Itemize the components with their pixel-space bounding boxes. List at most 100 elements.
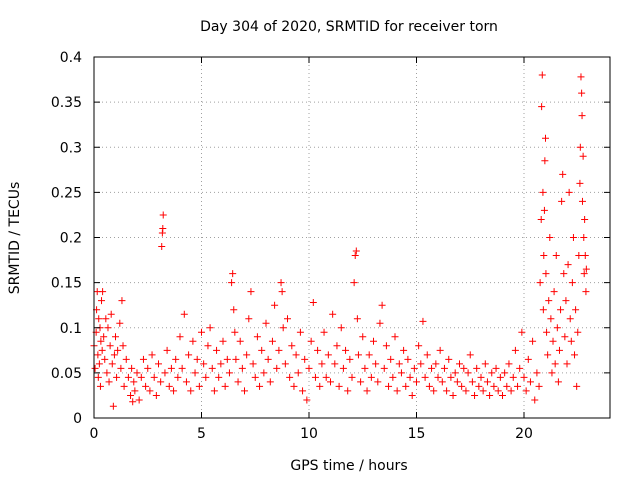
data-point	[278, 288, 286, 296]
data-point	[514, 382, 522, 390]
data-point	[230, 306, 238, 314]
data-point	[159, 224, 167, 232]
data-point	[101, 355, 109, 363]
data-point	[537, 215, 545, 223]
data-point	[288, 342, 296, 350]
data-point	[135, 396, 143, 404]
data-point	[560, 270, 568, 278]
data-point	[531, 396, 539, 404]
data-point	[100, 333, 108, 341]
data-point	[119, 342, 127, 350]
data-point	[148, 351, 156, 359]
data-point	[453, 378, 461, 386]
data-point	[238, 364, 246, 372]
data-point	[397, 369, 405, 377]
data-point	[253, 333, 261, 341]
data-point	[133, 369, 141, 377]
data-point	[232, 355, 240, 363]
data-point	[538, 103, 546, 111]
data-point	[152, 391, 160, 399]
data-point	[419, 317, 427, 325]
data-point	[105, 378, 113, 386]
data-point	[339, 364, 347, 372]
data-point	[144, 364, 152, 372]
data-point	[374, 378, 382, 386]
data-point	[109, 402, 117, 410]
data-point	[191, 369, 199, 377]
data-point	[468, 378, 476, 386]
data-point	[324, 351, 332, 359]
data-point	[562, 297, 570, 305]
data-point	[543, 328, 551, 336]
data-point	[104, 324, 112, 332]
data-point	[128, 364, 136, 372]
data-point	[449, 391, 457, 399]
data-point	[520, 373, 528, 381]
data-point	[204, 342, 212, 350]
data-point	[277, 279, 285, 287]
data-point	[251, 373, 259, 381]
y-tick-label: 0.05	[51, 366, 82, 382]
data-point	[120, 382, 128, 390]
data-point	[540, 252, 548, 260]
data-point	[94, 351, 102, 359]
data-point	[139, 355, 147, 363]
plot-frame	[93, 56, 611, 419]
data-point	[471, 391, 479, 399]
data-point	[473, 364, 481, 372]
data-point	[174, 373, 182, 381]
data-point	[582, 288, 590, 296]
data-point	[436, 346, 444, 354]
data-point	[571, 351, 579, 359]
data-point	[579, 152, 587, 160]
data-point	[273, 364, 281, 372]
data-point	[417, 360, 425, 368]
data-point	[309, 298, 317, 306]
data-point	[540, 206, 548, 214]
data-point	[348, 373, 356, 381]
data-point	[303, 396, 311, 404]
data-point	[256, 382, 264, 390]
data-point	[561, 333, 569, 341]
data-point	[114, 346, 122, 354]
data-point	[544, 351, 552, 359]
data-point	[477, 373, 485, 381]
data-point	[395, 360, 403, 368]
data-point	[350, 279, 358, 287]
data-point	[333, 342, 341, 350]
data-point	[122, 355, 130, 363]
data-point	[363, 387, 371, 395]
data-point	[458, 382, 466, 390]
data-point	[286, 373, 294, 381]
data-point	[581, 252, 589, 260]
data-point	[206, 324, 214, 332]
data-point	[509, 373, 517, 381]
data-point	[225, 369, 233, 377]
data-point	[335, 382, 343, 390]
data-point	[249, 360, 257, 368]
data-point	[108, 360, 116, 368]
data-point	[158, 243, 166, 251]
data-point	[370, 337, 377, 345]
data-point	[351, 252, 359, 260]
data-point	[161, 369, 169, 377]
data-point	[236, 337, 244, 345]
data-point	[549, 337, 557, 345]
data-point	[462, 387, 470, 395]
x-tick-label: 5	[197, 426, 206, 442]
data-point	[490, 382, 498, 390]
data-point	[421, 373, 429, 381]
data-point	[155, 360, 162, 368]
data-point	[387, 355, 395, 363]
data-point	[157, 378, 165, 386]
data-point	[558, 197, 566, 205]
data-point	[268, 337, 276, 345]
data-point	[413, 378, 420, 386]
data-point	[187, 387, 195, 395]
data-point	[524, 355, 532, 363]
data-point	[573, 382, 581, 390]
data-point	[163, 346, 171, 354]
data-point	[127, 391, 135, 399]
data-point	[553, 324, 561, 332]
y-axis-title: SRMTID / TECUs	[7, 182, 23, 295]
